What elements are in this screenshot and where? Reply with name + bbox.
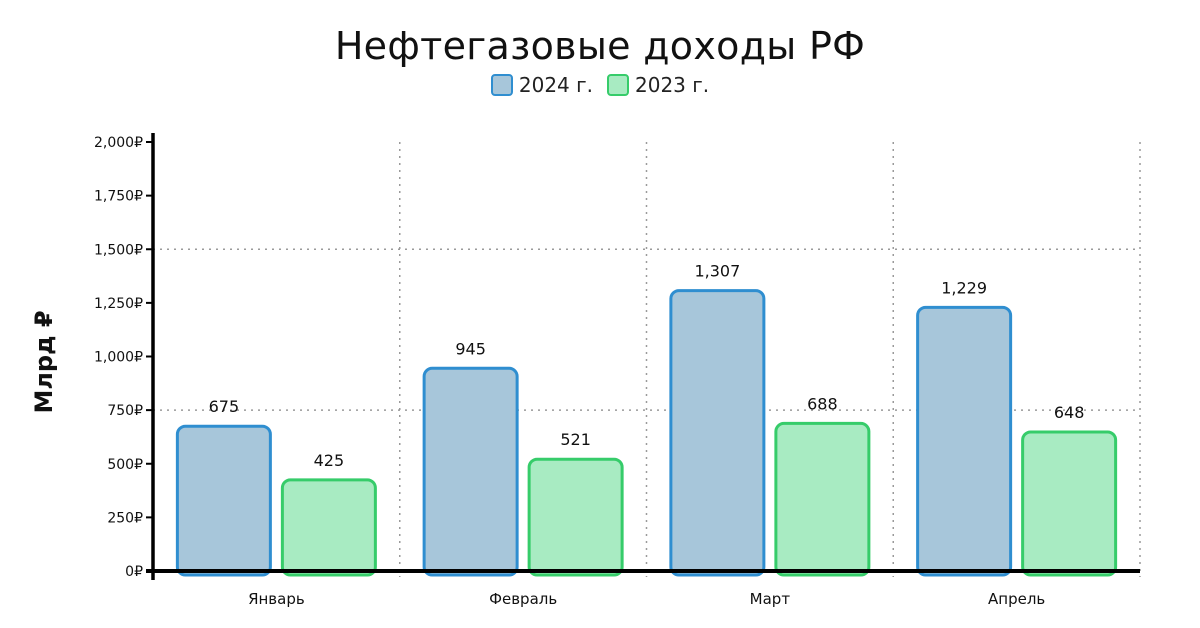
data-label: 1,307 <box>694 262 740 281</box>
bar <box>1021 430 1118 577</box>
data-label: 521 <box>560 430 591 449</box>
x-tick-label: Февраль <box>489 590 557 608</box>
y-tick-label: 750₽ <box>107 403 143 419</box>
y-tick-label: 1,750₽ <box>94 189 143 205</box>
x-tick-label: Апрель <box>988 590 1045 608</box>
bars <box>175 289 1118 577</box>
gridlines <box>153 142 1141 577</box>
data-label: 425 <box>314 451 345 470</box>
x-tick-label: Март <box>750 590 791 608</box>
legend-item-2024[interactable]: 2024 г. <box>490 73 593 97</box>
x-tick-label: Январь <box>248 590 305 608</box>
legend-item-2023[interactable]: 2023 г. <box>607 73 709 97</box>
axes: Январь Февраль Март Апрель 0₽ 250₽ 500₽ 750₽ 1,0… <box>94 133 1140 608</box>
data-label: 675 <box>209 397 240 416</box>
data-label: 648 <box>1054 403 1085 422</box>
bar <box>916 305 1013 577</box>
bar <box>175 424 272 577</box>
data-label: 688 <box>807 394 838 413</box>
y-tick-label: 0₽ <box>125 564 143 580</box>
legend-swatch-2024 <box>490 74 513 96</box>
y-tick-label: 500₽ <box>107 457 143 473</box>
y-tick-label: 1,250₽ <box>94 296 143 312</box>
legend-swatch-2023 <box>607 74 629 96</box>
bar <box>280 478 377 577</box>
bar <box>669 289 766 577</box>
legend-label-2023: 2023 г. <box>635 73 710 97</box>
y-tick-label: 1,000₽ <box>94 350 143 366</box>
bar <box>527 457 624 577</box>
chart-title: Нефтегазовые доходы РФ <box>334 24 866 68</box>
y-tick-label: 2,000₽ <box>94 135 143 151</box>
data-label: 945 <box>455 339 486 358</box>
legend: 2024 г. 2023 г. <box>0 73 1200 97</box>
y-tick-label: 1,500₽ <box>94 242 143 258</box>
bar <box>774 421 871 577</box>
y-axis-label: Млрд ₽ <box>30 310 58 413</box>
bar <box>422 366 519 577</box>
data-label: 1,229 <box>941 278 987 297</box>
legend-label-2024: 2024 г. <box>518 73 593 97</box>
data-labels: 675 425 945 521 1,307 688 1,229 648 <box>209 262 1085 470</box>
y-tick-label: 250₽ <box>107 510 143 526</box>
